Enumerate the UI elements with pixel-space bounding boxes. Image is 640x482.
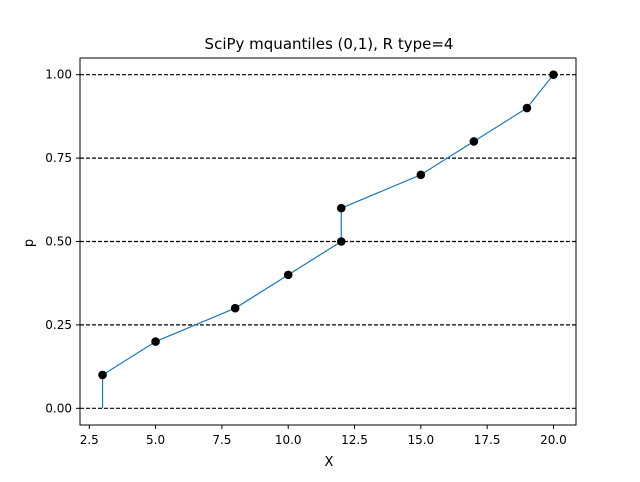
x-axis-label: X bbox=[325, 455, 334, 470]
data-point bbox=[549, 70, 558, 79]
x-tick-label: 7.5 bbox=[212, 433, 231, 447]
y-tick-label: 0.25 bbox=[45, 318, 72, 332]
data-point bbox=[416, 170, 426, 180]
data-point bbox=[469, 137, 479, 146]
x-tick-label: 2.5 bbox=[80, 433, 99, 447]
data-point bbox=[151, 337, 160, 346]
x-tick-label: 17.5 bbox=[474, 433, 501, 447]
y-axis-ticks: 0.00 0.25 0.50 0.75 1.00 bbox=[45, 68, 80, 415]
chart-title: SciPy mquantiles (0,1), R type=4 bbox=[205, 35, 454, 53]
y-tick-label: 1.00 bbox=[45, 68, 72, 82]
data-point bbox=[336, 203, 346, 213]
hlines-layer bbox=[80, 74, 576, 409]
x-tick-label: 15.0 bbox=[407, 433, 434, 447]
points-layer bbox=[98, 70, 558, 380]
data-point bbox=[283, 270, 293, 280]
data-point bbox=[230, 303, 240, 313]
y-tick-label: 0.00 bbox=[45, 401, 72, 415]
x-tick-label: 20.0 bbox=[540, 433, 567, 447]
data-point bbox=[522, 103, 532, 113]
data-point bbox=[336, 237, 346, 246]
y-tick-label: 0.75 bbox=[45, 151, 72, 165]
data-point bbox=[98, 370, 107, 380]
y-axis-label: p bbox=[22, 239, 37, 247]
x-tick-label: 10.0 bbox=[275, 433, 302, 447]
x-axis-ticks: 2.5 5.0 7.5 10.0 12.5 15.0 17.5 20.0 bbox=[80, 425, 567, 447]
x-tick-label: 5.0 bbox=[146, 433, 165, 447]
x-tick-label: 12.5 bbox=[341, 433, 368, 447]
y-tick-label: 0.50 bbox=[45, 235, 72, 249]
